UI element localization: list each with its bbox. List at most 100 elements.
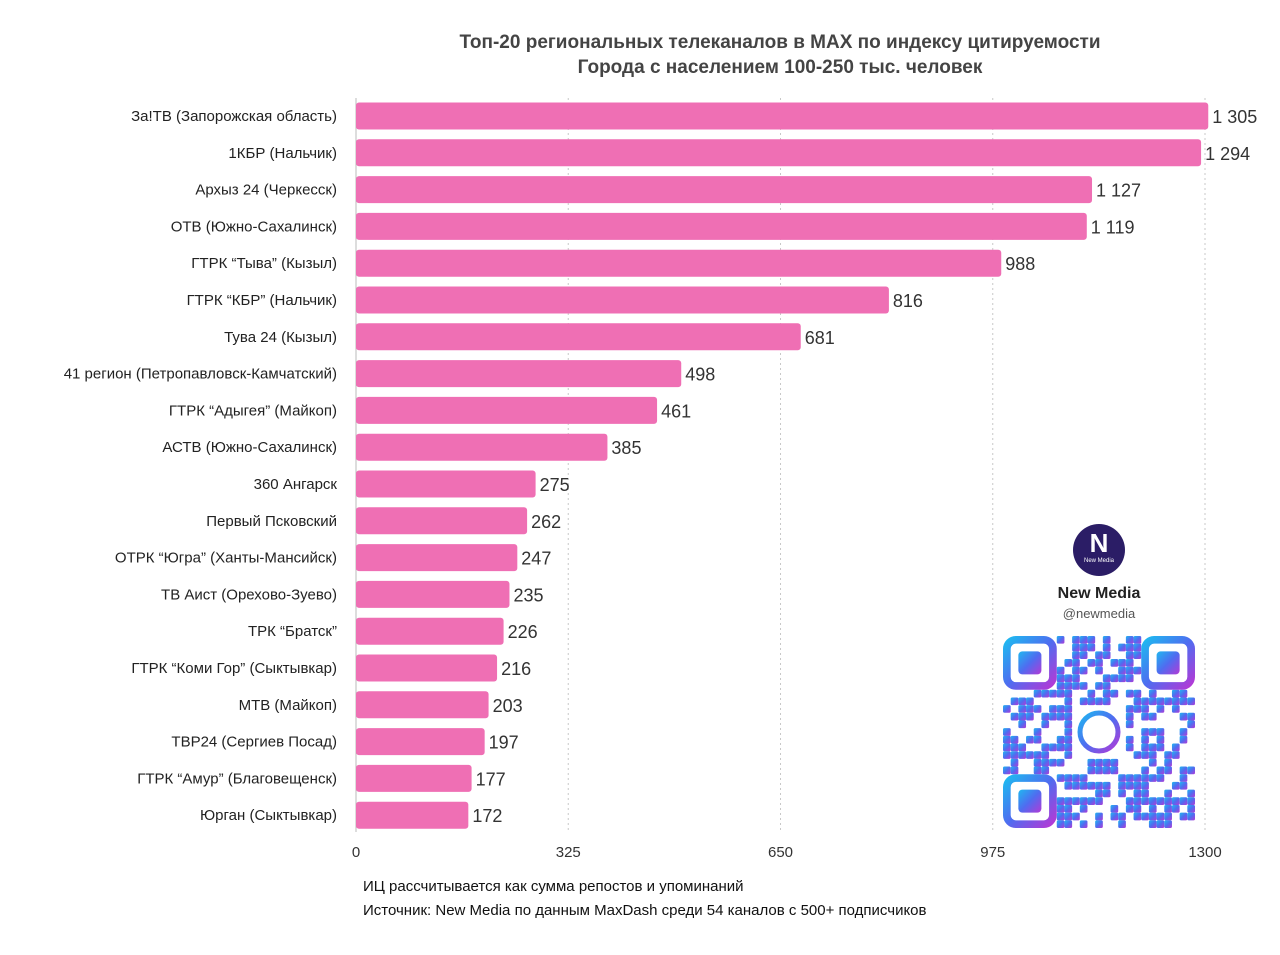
x-tick-label: 0 bbox=[352, 844, 360, 861]
qr-module bbox=[1110, 674, 1119, 683]
qr-module bbox=[1056, 705, 1065, 713]
qr-module bbox=[1079, 636, 1088, 644]
chart-subtitle: Города с населением 100-250 тыс. человек bbox=[577, 57, 983, 78]
qr-module bbox=[1064, 781, 1073, 790]
qr-module bbox=[1118, 666, 1126, 675]
value-label: 262 bbox=[531, 512, 561, 532]
qr-module bbox=[1133, 689, 1142, 698]
value-label: 385 bbox=[611, 438, 641, 458]
qr-module bbox=[1095, 659, 1103, 667]
qr-module bbox=[1056, 735, 1065, 744]
footnote: ИЦ рассчитывается как сумма репостов и у… bbox=[363, 878, 744, 895]
qr-module bbox=[1087, 636, 1096, 644]
qr-module bbox=[1095, 812, 1103, 821]
qr-module bbox=[1072, 797, 1080, 805]
qr-module bbox=[1095, 820, 1103, 828]
qr-module bbox=[1033, 728, 1042, 736]
qr-module bbox=[1156, 728, 1165, 736]
qr-module bbox=[1133, 797, 1142, 805]
qr-module bbox=[1118, 812, 1126, 821]
qr-module bbox=[1133, 781, 1142, 790]
qr-module bbox=[1164, 758, 1172, 767]
qr-module bbox=[1033, 705, 1042, 713]
qr-module bbox=[1056, 758, 1065, 767]
category-label: За!ТВ (Запорожская область) bbox=[131, 108, 337, 125]
qr-module bbox=[1133, 651, 1142, 660]
qr-module bbox=[1118, 659, 1126, 667]
qr-module bbox=[1064, 812, 1073, 821]
qr-module bbox=[1003, 751, 1011, 759]
qr-module bbox=[1141, 705, 1149, 713]
qr-module bbox=[1125, 781, 1134, 790]
bar bbox=[356, 470, 536, 498]
value-label: 498 bbox=[685, 365, 715, 385]
qr-module bbox=[1064, 712, 1073, 721]
qr-module bbox=[1187, 712, 1195, 721]
qr-module bbox=[1171, 781, 1180, 790]
qr-module bbox=[1164, 789, 1172, 798]
category-label: ГТРК “КБР” (Нальчик) bbox=[187, 292, 337, 309]
qr-module bbox=[1171, 797, 1180, 805]
qr-module bbox=[1148, 743, 1157, 752]
max-logo-icon bbox=[1077, 710, 1121, 754]
category-label: Юрган (Сыктывкар) bbox=[200, 807, 337, 824]
category-label: ГТРК “Амур” (Благовещенск) bbox=[137, 770, 337, 787]
qr-module bbox=[1125, 774, 1134, 782]
qr-module bbox=[1041, 766, 1050, 775]
qr-module bbox=[1179, 766, 1188, 775]
value-label: 203 bbox=[493, 696, 523, 716]
qr-module bbox=[1033, 751, 1042, 759]
qr-module bbox=[1156, 705, 1165, 713]
bar bbox=[356, 580, 510, 608]
qr-module bbox=[1125, 674, 1134, 683]
qr-module bbox=[1079, 804, 1088, 813]
bar bbox=[356, 286, 889, 314]
bar bbox=[356, 617, 504, 645]
qr-module bbox=[1187, 797, 1195, 805]
bar bbox=[356, 764, 472, 792]
qr-module bbox=[1179, 797, 1188, 805]
logo-letter: N bbox=[1089, 528, 1109, 558]
category-label: АСТВ (Южно-Сахалинск) bbox=[162, 439, 337, 456]
category-label: ОТВ (Южно-Сахалинск) bbox=[171, 218, 337, 235]
qr-module bbox=[1010, 743, 1019, 752]
qr-module bbox=[1148, 712, 1157, 721]
qr-module bbox=[1072, 651, 1080, 660]
qr-module bbox=[1133, 804, 1142, 813]
qr-module bbox=[1072, 674, 1080, 683]
qr-module bbox=[1102, 689, 1111, 698]
qr-module bbox=[1064, 682, 1073, 690]
qr-module bbox=[1125, 743, 1134, 752]
qr-module bbox=[1148, 751, 1157, 759]
qr-module bbox=[1141, 743, 1149, 752]
qr-module bbox=[1003, 743, 1011, 752]
x-tick-label: 1300 bbox=[1188, 844, 1221, 861]
qr-module bbox=[1033, 689, 1042, 698]
category-label: МТВ (Майкоп) bbox=[239, 697, 337, 714]
qr-module bbox=[1079, 774, 1088, 782]
qr-module bbox=[1118, 820, 1126, 828]
qr-code-icon[interactable] bbox=[1003, 636, 1195, 828]
qr-module bbox=[1079, 820, 1088, 828]
qr-module bbox=[1179, 781, 1188, 790]
qr-module bbox=[1118, 781, 1126, 790]
qr-module bbox=[1010, 712, 1019, 721]
x-tick-label: 975 bbox=[980, 844, 1005, 861]
qr-module bbox=[1064, 674, 1073, 683]
qr-module bbox=[1125, 643, 1134, 652]
qr-module bbox=[1125, 636, 1134, 644]
qr-module bbox=[1056, 804, 1065, 813]
value-label: 988 bbox=[1005, 254, 1035, 274]
qr-module bbox=[1003, 735, 1011, 744]
qr-module bbox=[1095, 789, 1103, 798]
brand-handle: @newmedia bbox=[1062, 606, 1136, 621]
qr-module bbox=[1018, 751, 1027, 759]
qr-module bbox=[1056, 812, 1065, 821]
qr-module bbox=[1133, 812, 1142, 821]
qr-module bbox=[1041, 712, 1050, 721]
qr-module bbox=[1087, 689, 1096, 698]
qr-module bbox=[1164, 797, 1172, 805]
qr-module bbox=[1056, 689, 1065, 698]
qr-module bbox=[1179, 728, 1188, 736]
qr-module bbox=[1095, 797, 1103, 805]
